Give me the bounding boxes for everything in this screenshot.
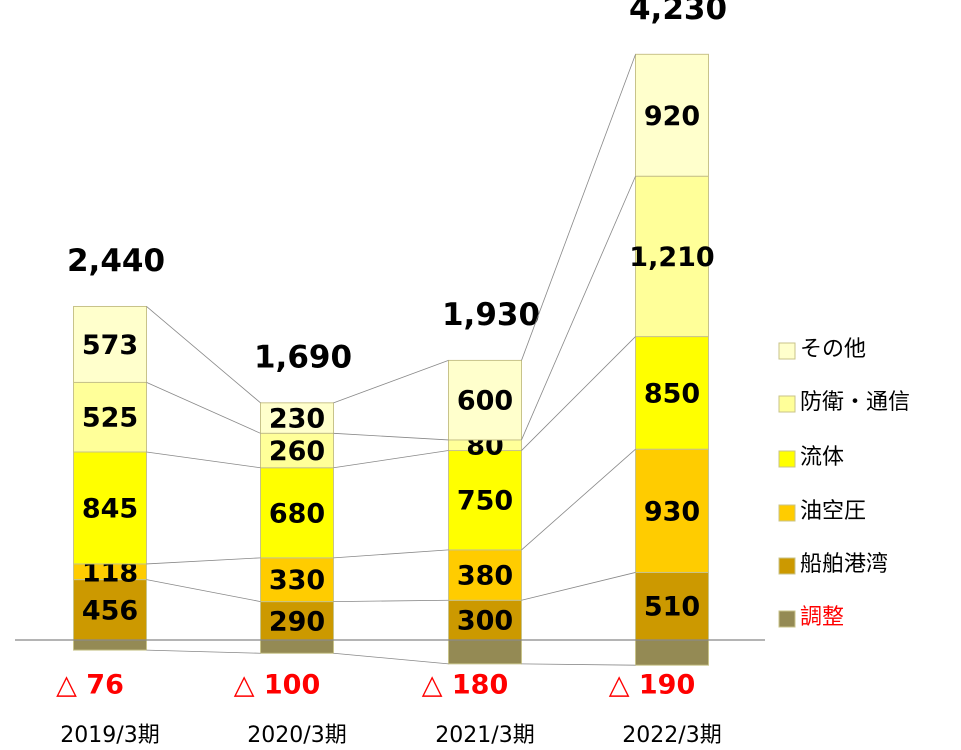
bar-segment [448,359,522,441]
segment-label: 300 [457,606,513,637]
category-label: 2022/3期 [622,723,721,748]
bar-segment [635,175,709,338]
category-label: 2021/3期 [435,723,534,748]
bar-segment [635,336,709,450]
connector-line [521,572,636,601]
segment-label: 456 [82,595,138,626]
legend-label: 防衛・通信 [800,390,910,415]
category-label: 2020/3期 [247,723,346,748]
segment-label: 510 [644,592,700,623]
total-label: 1,690 [254,339,352,375]
total-label: 2,440 [67,243,165,279]
bar-segment [448,639,522,665]
category-label: 2019/3期 [60,723,159,748]
legend-swatch [778,610,796,628]
bar-segment [635,639,709,666]
connector-line [146,649,261,654]
segment-label: 930 [644,496,700,527]
bar-segment [260,402,334,434]
negative-label: △ 100 [234,670,321,701]
total-label: 4,230 [629,0,727,27]
legend-swatch [778,450,796,468]
connector-line [521,663,636,666]
segment-label: 750 [457,486,513,517]
total-label: 1,930 [442,297,540,333]
connector-line [146,382,261,434]
segment-label: 330 [269,565,325,596]
segment-label: 850 [644,378,700,409]
negative-label: △ 76 [56,670,124,701]
connector-line [521,448,636,551]
connector-line [146,557,261,565]
connector-line [333,652,449,665]
legend-label: その他 [800,337,866,362]
negative-label: △ 180 [422,670,509,701]
bar-segment [73,639,147,651]
legend-label: 船舶港湾 [800,552,888,577]
legend-label: 流体 [800,445,844,470]
segment-label: 573 [82,330,138,361]
segment-label: 525 [82,403,138,434]
segment-label: 920 [644,101,700,132]
segment-label: 260 [269,436,325,467]
legend-swatch [778,504,796,522]
bar-segment [73,381,147,453]
bar-segment [448,549,522,601]
connector-line [333,432,449,441]
segment-label: 290 [269,606,325,637]
bar-segment [448,599,522,641]
segment-label: 600 [457,386,513,417]
connector-line [333,599,449,602]
connector-line [333,549,449,559]
segment-label: 230 [269,404,325,435]
bar-segment [635,448,709,573]
bar-segment [73,579,147,641]
connector-line [333,360,449,404]
legend-swatch [778,395,796,413]
bar-segment [260,639,334,654]
connector-line [146,451,261,469]
segment-label: 1,210 [629,242,714,273]
bar-segment [260,557,334,603]
bar-segment [73,451,147,565]
negative-label: △ 190 [609,670,696,701]
bar-segment [635,53,709,177]
bar-segment [260,601,334,641]
bar-segment [260,467,334,559]
legend-swatch [778,342,796,360]
segment-label: 680 [269,498,325,529]
legend-swatch [778,557,796,575]
connector-line [146,579,261,602]
segment-label: 380 [457,561,513,592]
connector-line [521,176,636,441]
connector-line [521,54,636,361]
bar-segment [448,450,522,551]
connector-line [521,336,636,451]
bar-segment [635,571,709,641]
connector-line [146,306,261,404]
segment-label: 845 [82,493,138,524]
bar-segment [73,305,147,383]
legend-label: 油空圧 [800,499,866,524]
connector-line [333,450,449,469]
bar-segment [260,432,334,469]
legend-label: 調整 [800,605,844,630]
